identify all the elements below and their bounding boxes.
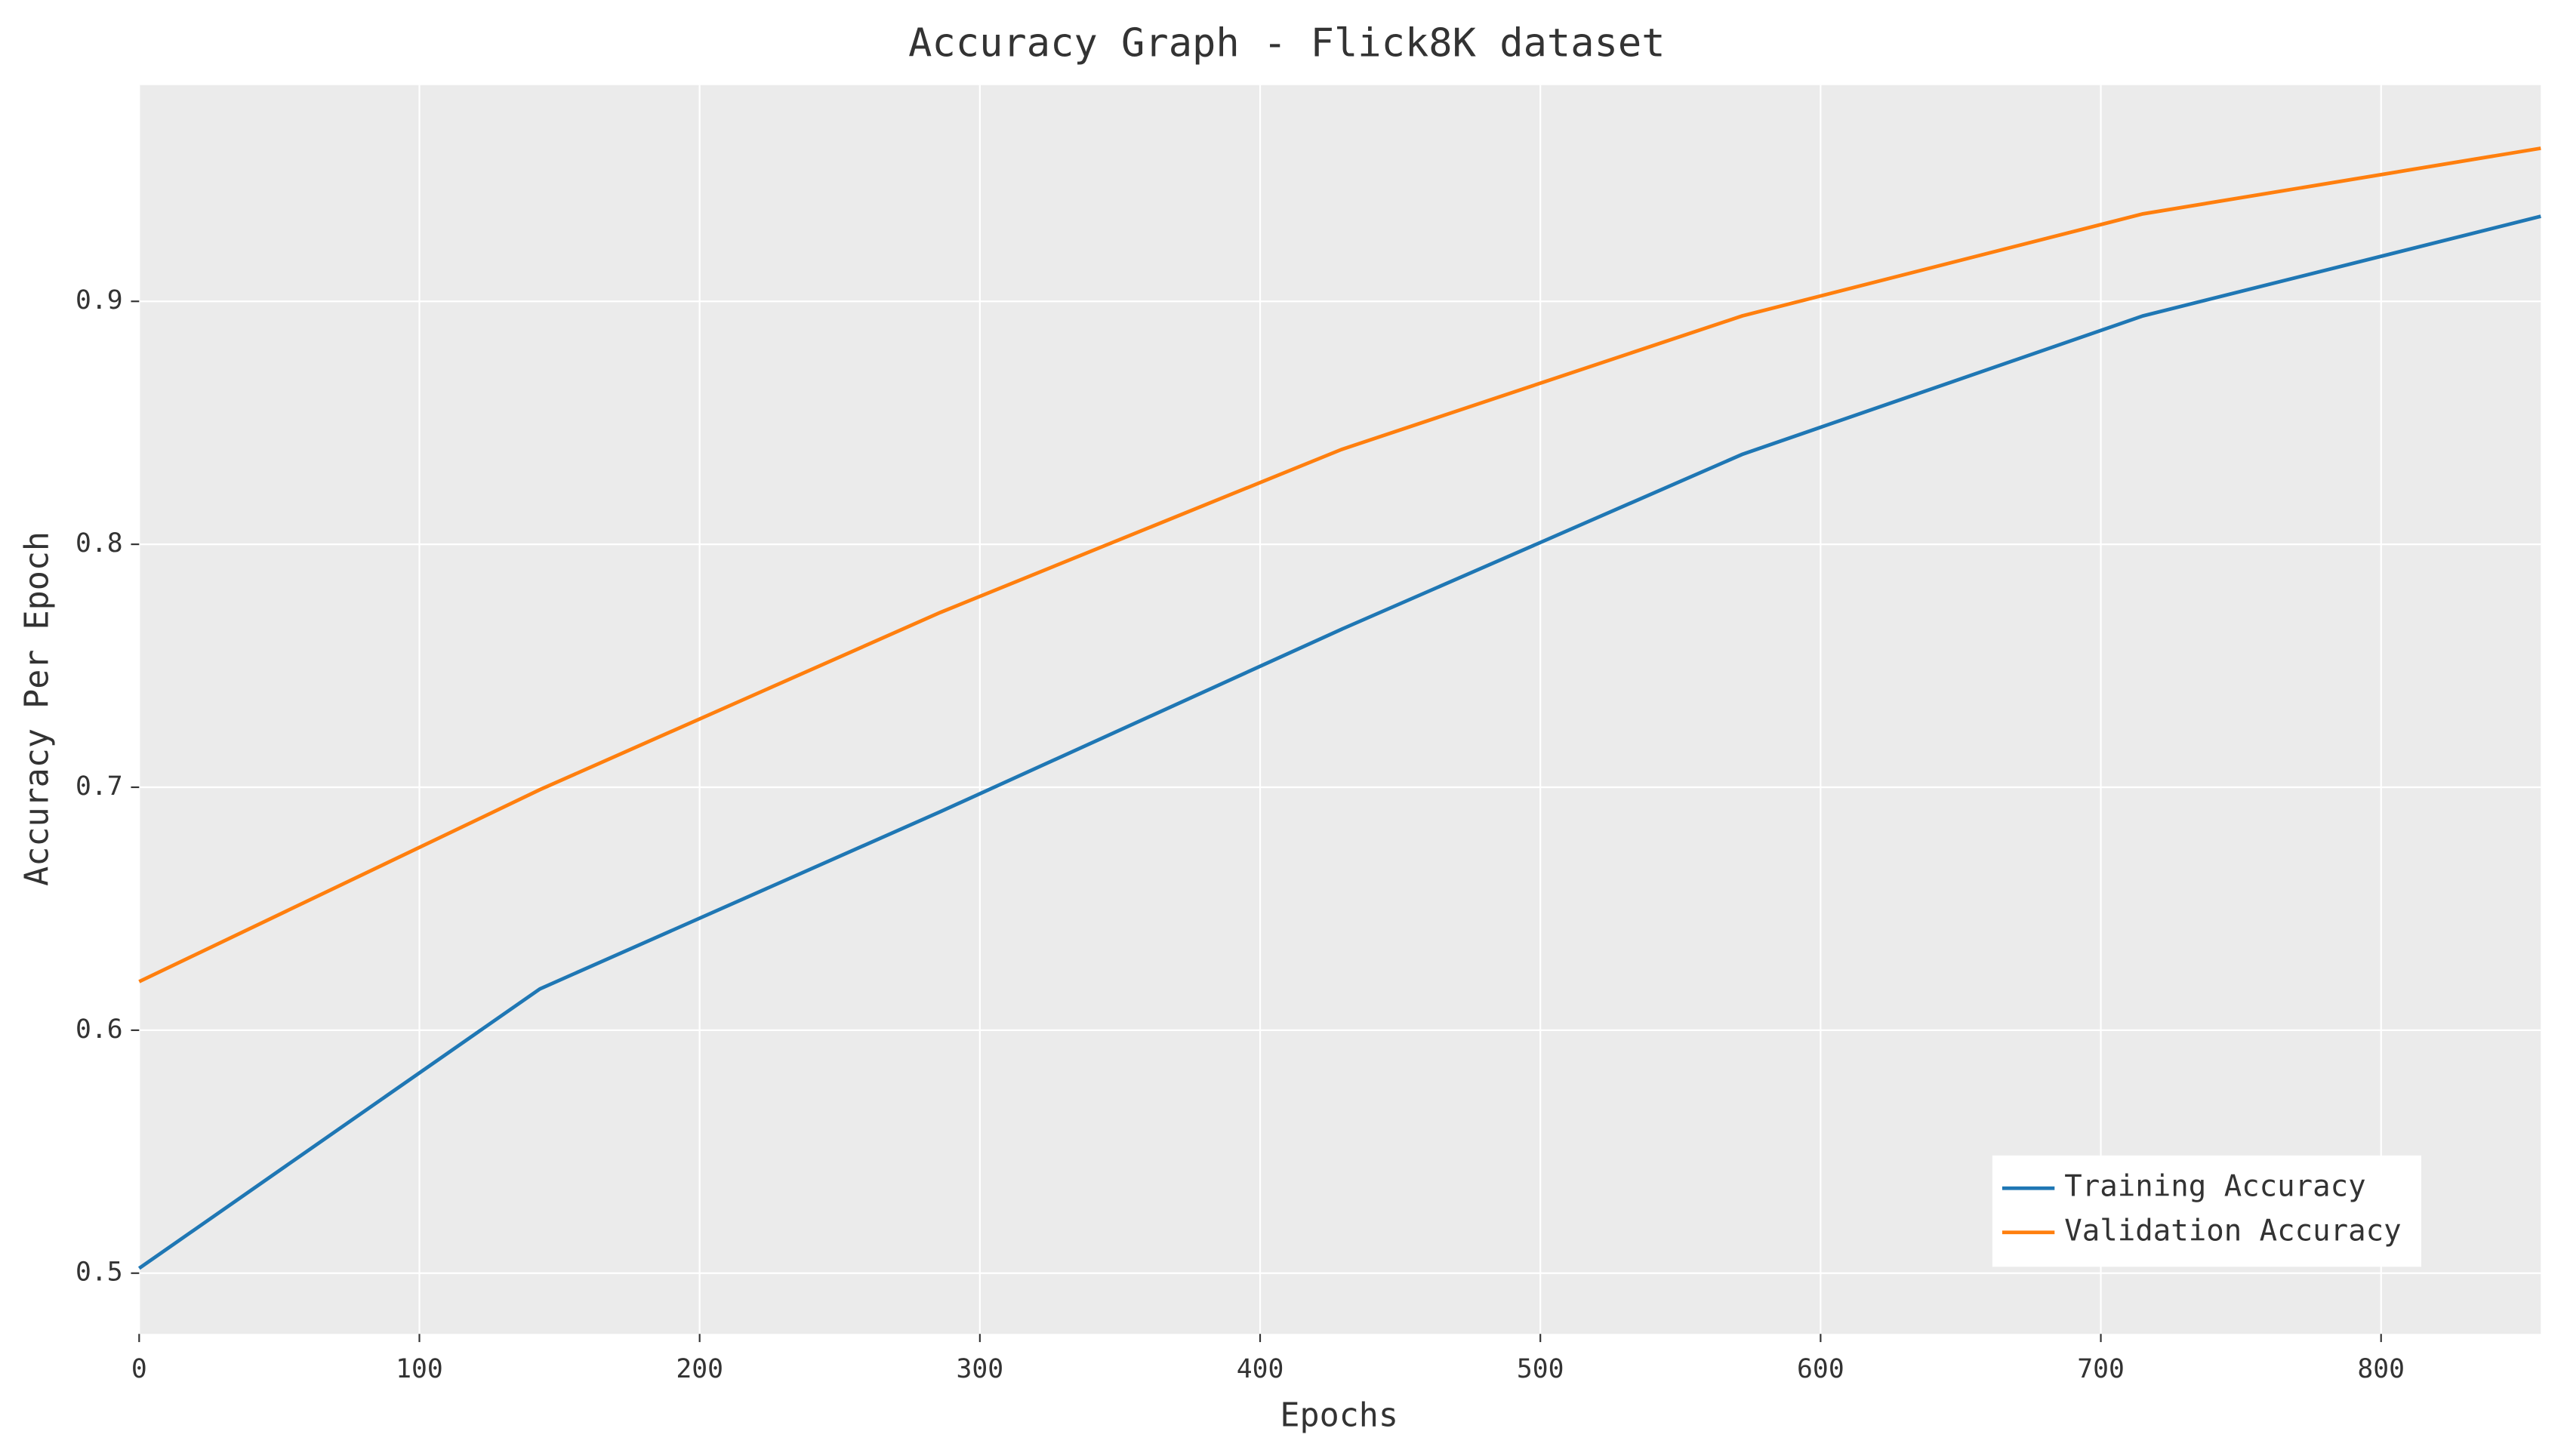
x-tick-label: 800 (2357, 1354, 2405, 1384)
x-tick-label: 0 (131, 1354, 147, 1384)
x-tick-label: 400 (1237, 1354, 1284, 1384)
y-tick-label: 0.7 (76, 771, 123, 802)
grid: 0 100 200 300 400 500 600 700 800 0.5 0.6 0.7 0.8 0.9 (76, 85, 2541, 1384)
x-tick-label: 700 (2077, 1354, 2125, 1384)
series-line (138, 146, 2541, 983)
legend: Training Accuracy Validation Accuracy (1992, 1155, 2422, 1267)
legend-label: Validation Accuracy (2064, 1214, 2401, 1248)
lines (137, 146, 2541, 1270)
y-tick-label: 0.6 (76, 1014, 123, 1045)
x-tick-label: 600 (1797, 1354, 1844, 1384)
legend-label: Training Accuracy (2064, 1170, 2365, 1204)
x-tick-label: 500 (1517, 1354, 1564, 1384)
x-tick-label: 300 (957, 1354, 1004, 1384)
x-tick-label: 200 (676, 1354, 723, 1384)
chart-title: Accuracy Graph - Flick8K dataset (908, 21, 1665, 66)
y-tick-label: 0.9 (76, 285, 123, 316)
y-tick-label: 0.8 (76, 528, 123, 559)
legend-box (1992, 1155, 2422, 1267)
y-tick-label: 0.5 (76, 1257, 123, 1288)
x-tick-label: 100 (396, 1354, 443, 1384)
y-axis-label: Accuracy Per Epoch (19, 531, 57, 886)
series-line (137, 214, 2541, 1270)
plot-area (139, 85, 2541, 1334)
x-axis-label: Epochs (1280, 1396, 1398, 1434)
